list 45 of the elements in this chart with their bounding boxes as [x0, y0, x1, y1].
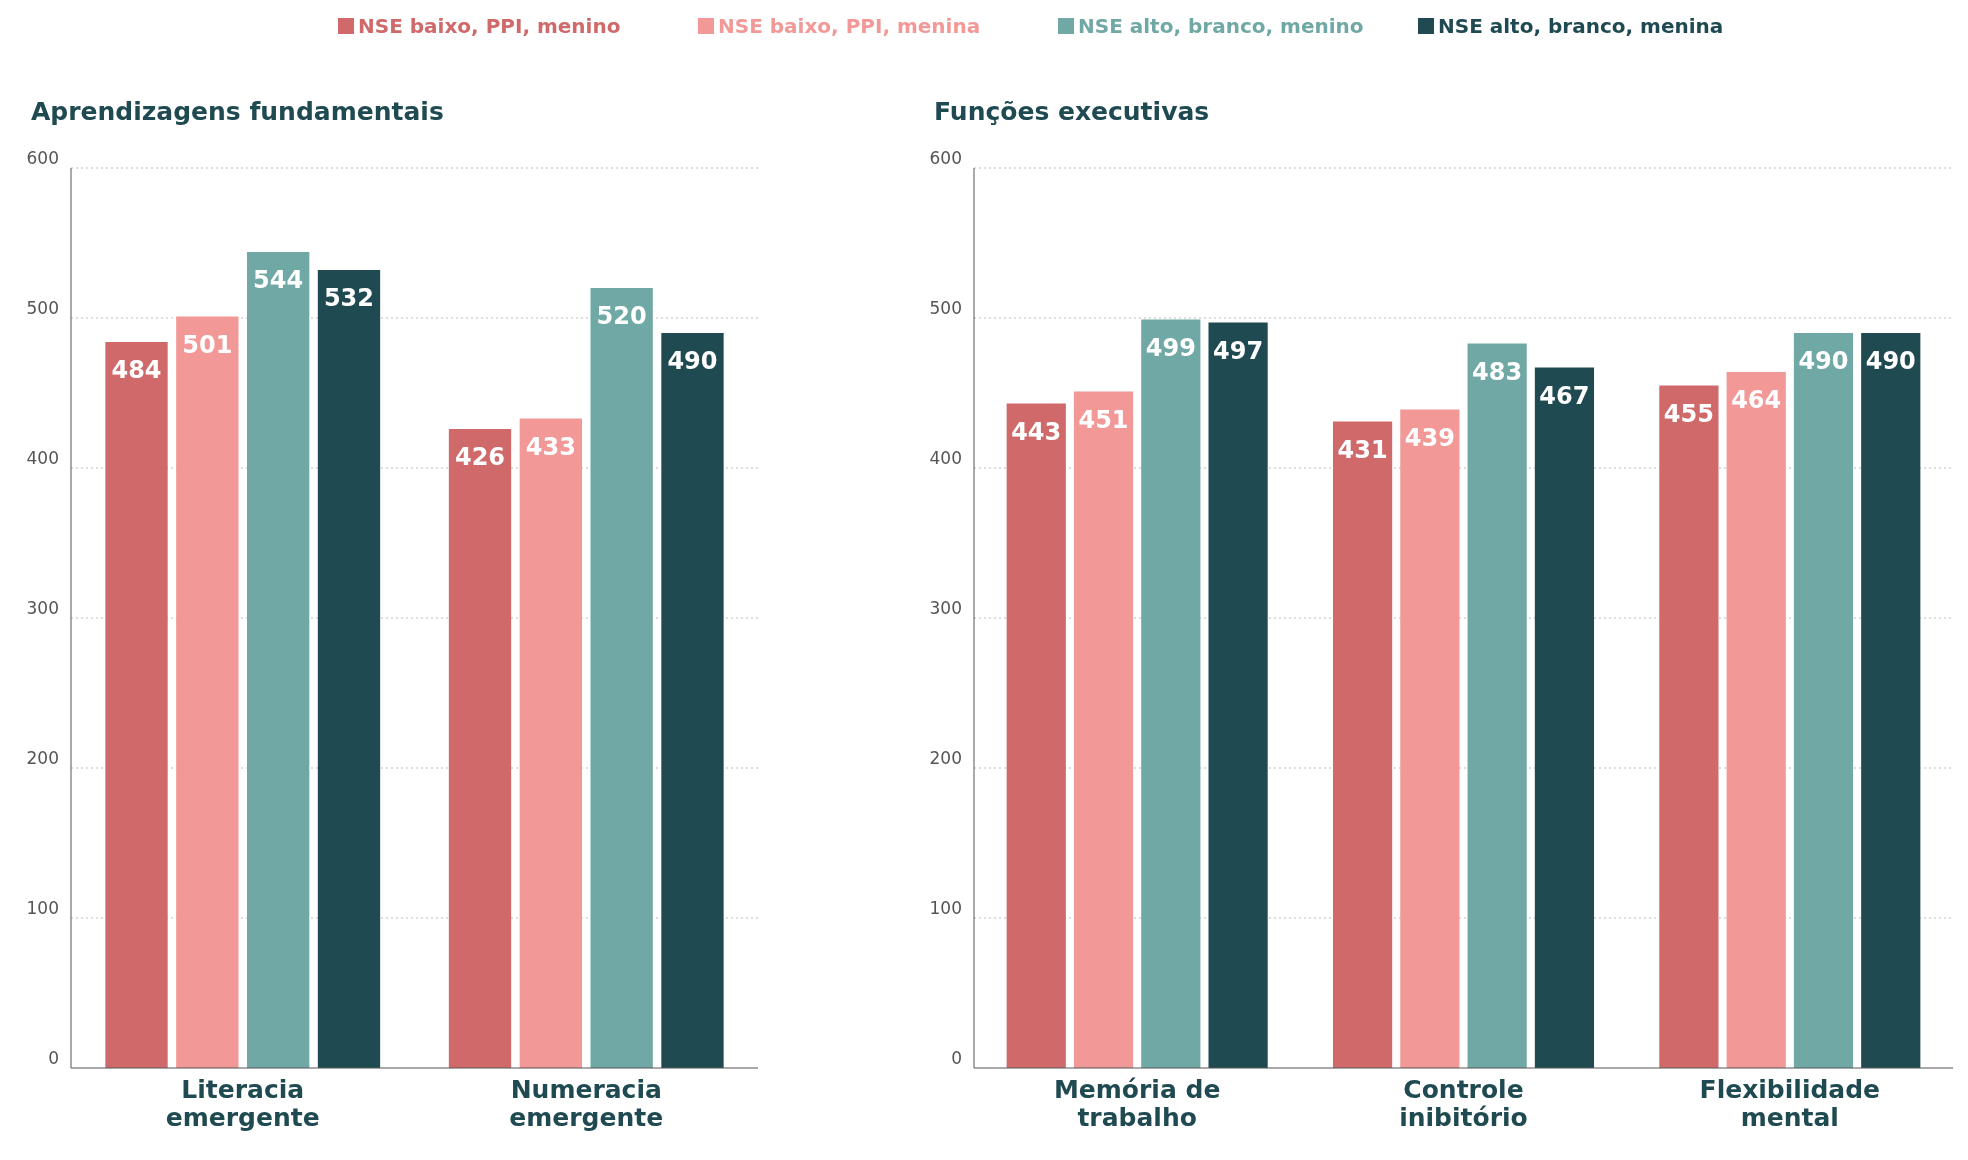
y-tick-label: 200: [929, 748, 962, 768]
x-tick-label: Literacia emergente: [165, 1075, 320, 1132]
data-label: 467: [1539, 381, 1590, 410]
y-tick-label: 300: [929, 598, 962, 618]
y-tick-label: 400: [929, 448, 962, 468]
data-label: 451: [1078, 405, 1129, 434]
legend-label: NSE alto, branco, menina: [1438, 14, 1724, 38]
chart-title: Funções executivas: [934, 97, 1210, 126]
legend-label: NSE baixo, PPI, menina: [718, 14, 981, 38]
y-tick-label: 200: [26, 748, 59, 768]
data-label: 499: [1145, 333, 1196, 362]
data-label: 532: [323, 284, 375, 312]
data-label: 455: [1663, 399, 1714, 428]
x-tick-label: Memória de trabalho: [1053, 1075, 1221, 1132]
y-tick-label: 400: [26, 448, 59, 468]
y-tick-label: 600: [929, 148, 962, 168]
data-label: 433: [525, 432, 576, 461]
data-label: 497: [1213, 336, 1264, 365]
chart-title: Aprendizagens fundamentais: [31, 97, 444, 126]
legend-label: NSE alto, branco, menino: [1078, 14, 1364, 38]
data-label: 520: [596, 302, 647, 330]
data-label: 464: [1731, 386, 1782, 414]
data-label: 484: [111, 356, 162, 384]
data-label: 439: [1404, 423, 1455, 452]
data-label: 443: [1011, 417, 1062, 446]
y-tick-label: 100: [26, 898, 59, 918]
y-tick-label: 0: [951, 1048, 962, 1068]
data-label: 544: [253, 266, 304, 294]
data-label: 426: [454, 443, 506, 471]
y-tick-label: 500: [929, 298, 962, 318]
data-label: 490: [1798, 347, 1849, 375]
y-tick-label: 500: [26, 298, 59, 318]
x-tick-label: Controle inibitório: [1399, 1075, 1528, 1132]
data-label: 490: [1865, 347, 1916, 375]
data-label: 490: [667, 347, 718, 375]
y-tick-label: 300: [26, 598, 59, 618]
legend-label: NSE baixo, PPI, menino: [358, 14, 621, 38]
data-label: 483: [1472, 357, 1523, 386]
y-tick-label: 600: [26, 148, 59, 168]
x-tick-label: Flexibilidade mental: [1699, 1075, 1881, 1132]
data-label: 431: [1337, 435, 1388, 464]
data-label: 501: [182, 330, 233, 359]
y-tick-label: 100: [929, 898, 962, 918]
x-tick-label: Numeracia emergente: [509, 1075, 664, 1132]
y-tick-label: 0: [48, 1048, 59, 1068]
